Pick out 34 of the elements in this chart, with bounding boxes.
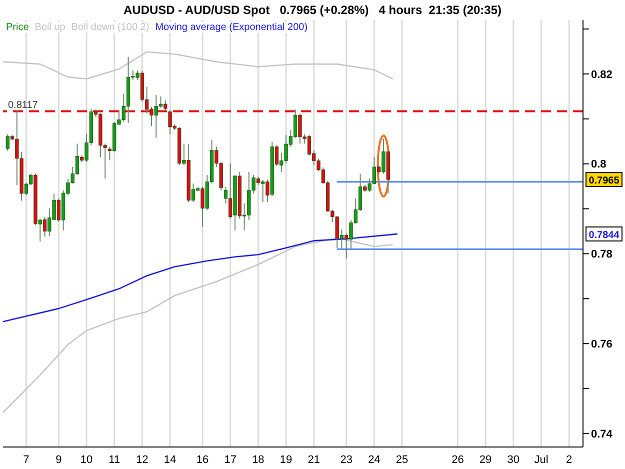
text: 0.7965: [588, 176, 620, 187]
x-tick-label: 21: [308, 454, 320, 466]
ref-line-label: 0.8117: [8, 100, 38, 112]
x-tick-label: 10: [80, 454, 93, 466]
x-tick-label: 14: [164, 454, 176, 466]
x-tick-label: 19: [280, 454, 292, 466]
x-tick-label: 11: [108, 454, 120, 466]
x-tick-label: 29: [479, 454, 492, 466]
y-tick-label: 0.74: [591, 428, 614, 440]
line-series: [2, 51, 394, 80]
x-tick-label: 18: [252, 454, 264, 466]
x-tick-label: 9: [56, 454, 62, 466]
x-tick-label: 7: [23, 454, 30, 466]
x-tick-label: Jul: [534, 454, 548, 466]
x-tick-label: 12: [136, 454, 148, 466]
x-tick-label: 24: [368, 454, 380, 466]
text: Boll up: [34, 22, 66, 33]
text: Boll down (100 2): [71, 22, 150, 33]
chart-title: AUDUSD - AUD/USD Spot 0.7965 (+0.28%) 4 hours 21:35 (20:35): [122, 2, 502, 19]
x-tick-label: 23: [340, 454, 352, 466]
x-tick-label: 16: [196, 454, 209, 466]
text: 0.7844: [588, 230, 620, 241]
x-tick-label: 25: [396, 454, 408, 466]
text: Moving average (Exponential 200): [155, 22, 308, 33]
text: Price: [6, 22, 29, 33]
x-tick-label: 26: [452, 454, 464, 466]
x-tick-label: 2: [566, 454, 572, 466]
line-series: [2, 233, 398, 322]
y-tick-label: 0.78: [591, 248, 612, 261]
y-tick-label: 0.8: [591, 158, 606, 171]
x-tick-label: 30: [507, 454, 520, 466]
y-tick-label: 0.82: [591, 68, 612, 81]
x-tick-label: 17: [224, 454, 236, 466]
y-tick-label: 0.76: [591, 338, 612, 351]
